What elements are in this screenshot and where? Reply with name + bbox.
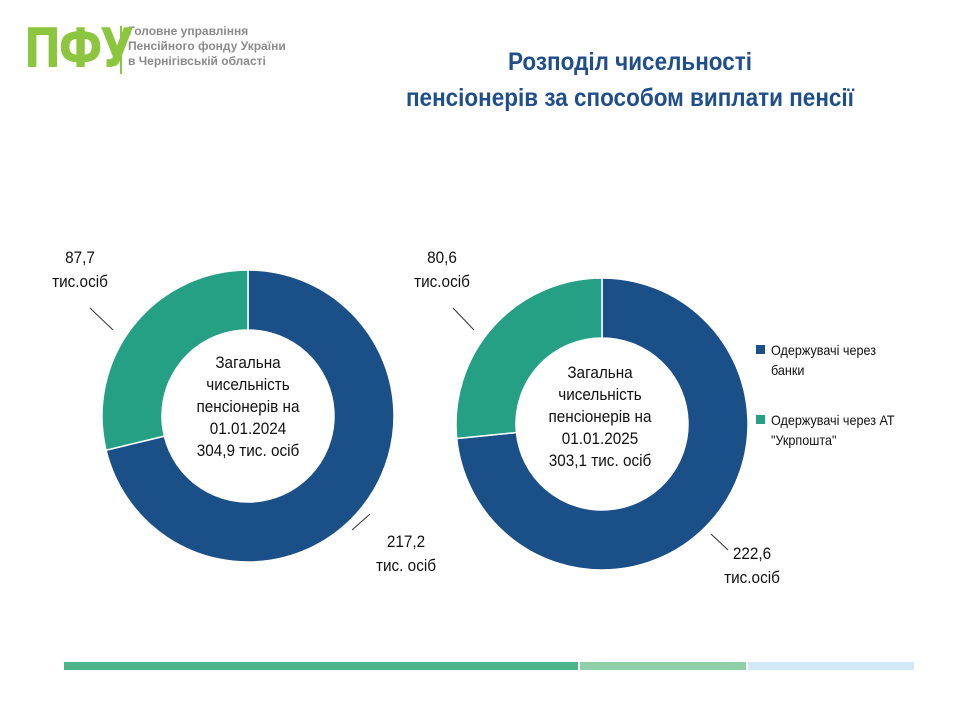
logo-divider — [120, 26, 122, 74]
data-label-2025-banks: 222,6 тис.осіб — [724, 544, 780, 587]
leader-line-2025-banks — [710, 533, 729, 551]
leader-line-2025-post — [452, 307, 475, 331]
logo-line-2: Пенсійного фонду України — [128, 39, 286, 53]
logo-text: Головне управління Пенсійного фонду Укра… — [128, 24, 286, 69]
leader-line-2024-banks — [351, 513, 371, 531]
donut-chart-2025 — [455, 277, 749, 571]
footer-bar-light-green — [580, 662, 746, 670]
legend: Одержувачі через банки Одержувачі через … — [756, 340, 946, 480]
donut-chart-2024 — [101, 269, 395, 563]
center-label-2025: Загальна чисельність пенсіонерів на 01.0… — [548, 363, 652, 470]
center-label-2024: Загальна чисельність пенсіонерів на 01.0… — [196, 353, 300, 460]
title-line-1: Розподіл чисельності — [507, 48, 753, 76]
legend-item-post: Одержувачі через АТ "Укрпошта" — [756, 410, 946, 450]
leader-line-2024-post — [89, 307, 114, 331]
legend-swatch-banks — [756, 345, 765, 354]
legend-label-banks-1: Одержувачі через — [771, 342, 877, 358]
data-label-2024-banks: 217,2 тис. осіб — [375, 532, 437, 575]
page-title: Розподіл чисельності пенсіонерів за спос… — [360, 44, 900, 116]
logo: ПФУ Головне управління Пенсійного фонду … — [24, 22, 286, 76]
logo-line-1: Головне управління — [128, 24, 249, 38]
legend-item-banks: Одержувачі через банки — [756, 340, 946, 380]
footer-bar-green — [64, 662, 578, 670]
legend-swatch-post — [756, 415, 765, 424]
data-label-2024-post: 87,7 тис.осіб — [52, 248, 108, 291]
legend-label-post-2: "Укрпошта" — [771, 432, 837, 448]
legend-label-post-1: Одержувачі через АТ — [771, 412, 895, 428]
donut-slice-2024-banks — [105, 269, 395, 563]
logo-line-3: в Чернігівській області — [128, 54, 266, 68]
donut-slice-2025-post — [455, 277, 603, 440]
donut-slice-2024-post — [101, 269, 249, 452]
legend-label-banks-2: банки — [771, 362, 805, 378]
donut-slice-2025-banks — [455, 277, 749, 571]
title-line-2: пенсіонерів за способом виплати пенсії — [405, 84, 855, 112]
data-label-2025-post: 80,6 тис.осіб — [414, 248, 470, 291]
footer-bar-blue — [748, 662, 914, 670]
